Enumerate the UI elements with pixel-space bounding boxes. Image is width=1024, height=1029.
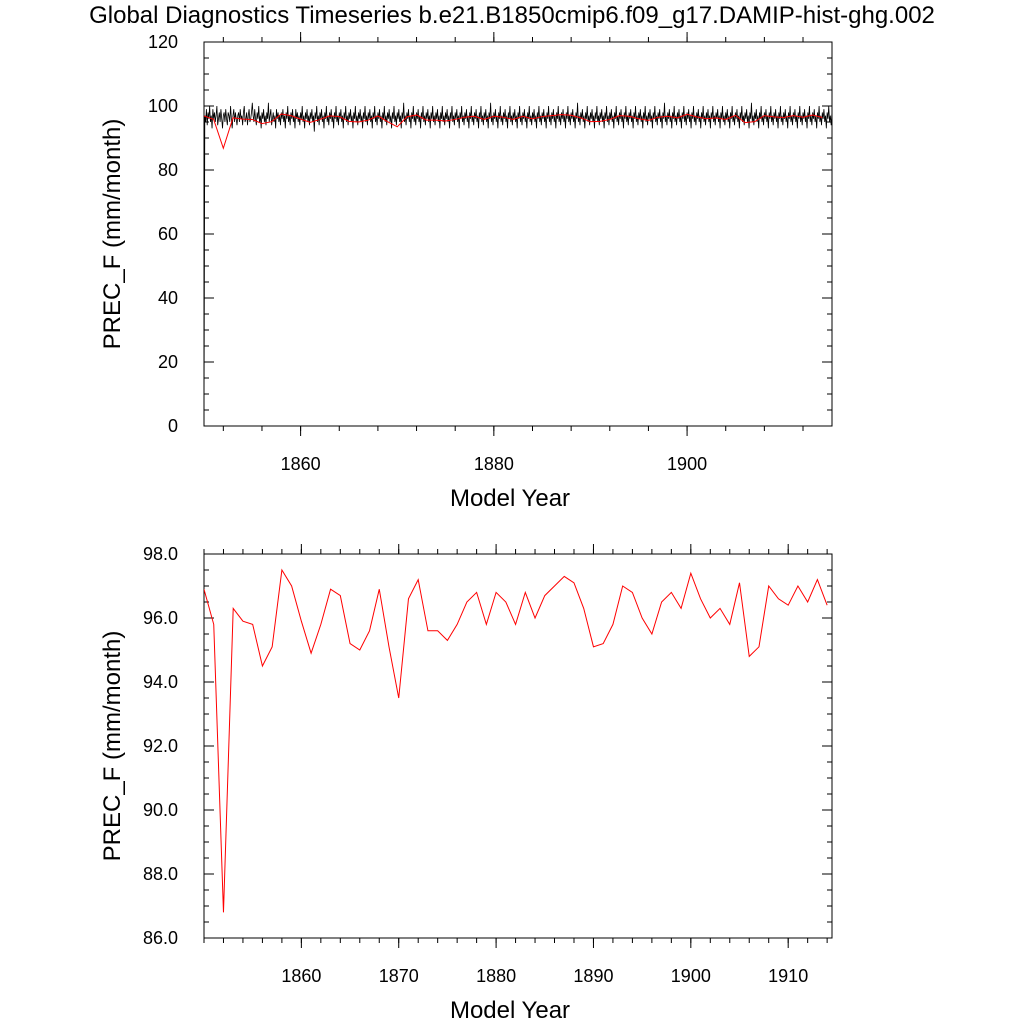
x-tick-label: 1900 — [671, 966, 711, 986]
y-tick-label: 96.0 — [143, 608, 178, 628]
y-tick-label: 40 — [158, 288, 178, 308]
monthly-series-line — [204, 102, 832, 426]
y-tick-label: 94.0 — [143, 672, 178, 692]
annual-series-line — [204, 113, 823, 150]
annual-series-line — [204, 568, 828, 913]
y-tick-label: 90.0 — [143, 800, 178, 820]
chart-1: 0 20 40 60 80 100 120 1860 1880 1900 Model Year PRE… — [99, 32, 833, 512]
y-tick-label: 120 — [148, 32, 178, 52]
y-axis-label: PREC_F (mm/month) — [99, 631, 126, 862]
y-tick-label: 88.0 — [143, 864, 178, 884]
y-tick-label: 60 — [158, 224, 178, 244]
x-tick-label: 1880 — [474, 454, 514, 474]
x-tick-label: 1890 — [573, 966, 613, 986]
figure-title: Global Diagnostics Timeseries b.e21.B185… — [89, 2, 935, 29]
x-axis-label: Model Year — [450, 485, 570, 512]
x-tick-label: 1870 — [379, 966, 419, 986]
chart-2: 86.0 88.0 90.0 92.0 94.0 96.0 98.0 1860 1870 1880… — [99, 544, 833, 1024]
y-tick-label: 20 — [158, 352, 178, 372]
y-tick-label: 86.0 — [143, 928, 178, 948]
x-tick-label: 1860 — [281, 966, 321, 986]
y-tick-label: 100 — [148, 96, 178, 116]
x-tick-label: 1880 — [476, 966, 516, 986]
y-tick-label: 80 — [158, 160, 178, 180]
x-tick-label: 1910 — [768, 966, 808, 986]
plot-frame — [203, 41, 833, 427]
y-tick-label: 0 — [168, 416, 178, 436]
x-tick-label: 1900 — [667, 454, 707, 474]
y-axis-label: PREC_F (mm/month) — [99, 119, 126, 350]
y-tick-label: 98.0 — [143, 544, 178, 564]
x-axis-label: Model Year — [450, 997, 570, 1024]
y-tick-label: 92.0 — [143, 736, 178, 756]
x-tick-label: 1860 — [281, 454, 321, 474]
